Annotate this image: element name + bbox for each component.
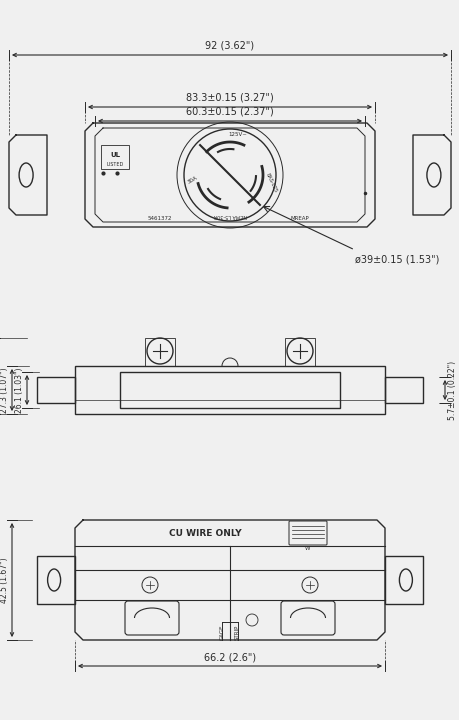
Text: 60.3±0.15 (2.37"): 60.3±0.15 (2.37")	[186, 107, 273, 117]
Text: 5.7±0.1 (0.22"): 5.7±0.1 (0.22")	[447, 361, 456, 420]
Text: GAGE: GAGE	[219, 624, 224, 640]
Text: UL: UL	[110, 152, 120, 158]
Bar	[37, 377, 75, 403]
Bar	[75, 366, 384, 414]
Text: 5461372: 5461372	[147, 217, 172, 222]
Text: 92 (3.62"): 92 (3.62")	[205, 41, 254, 51]
Text: 83.3±0.15 (3.27"): 83.3±0.15 (3.27")	[186, 93, 273, 103]
Text: 26.1 (1.03"): 26.1 (1.03")	[15, 367, 24, 413]
Text: STRIP: STRIP	[235, 624, 240, 639]
Bar	[120, 372, 339, 408]
Text: ø39±0.15 (1.53"): ø39±0.15 (1.53")	[354, 255, 438, 265]
Text: CU WIRE ONLY: CU WIRE ONLY	[168, 529, 241, 539]
Text: 42.5 (1.67"): 42.5 (1.67")	[0, 557, 9, 603]
Bar	[145, 338, 174, 366]
Text: 27.3 (1.07"): 27.3 (1.07")	[0, 367, 9, 413]
Bar	[384, 556, 422, 604]
Bar	[285, 338, 314, 366]
Text: MREAP: MREAP	[290, 217, 309, 222]
Text: NEMA L5-30R: NEMA L5-30R	[213, 212, 246, 217]
Bar	[101, 145, 129, 169]
Text: 30A: 30A	[186, 175, 197, 185]
Text: BAS-025: BAS-025	[264, 172, 277, 194]
Text: 125V~: 125V~	[228, 132, 247, 137]
Text: 66.2 (2.6"): 66.2 (2.6")	[203, 652, 256, 662]
Text: W: W	[305, 546, 310, 551]
Bar	[37, 556, 75, 604]
Bar	[384, 377, 422, 403]
Text: LISTED: LISTED	[106, 163, 123, 168]
